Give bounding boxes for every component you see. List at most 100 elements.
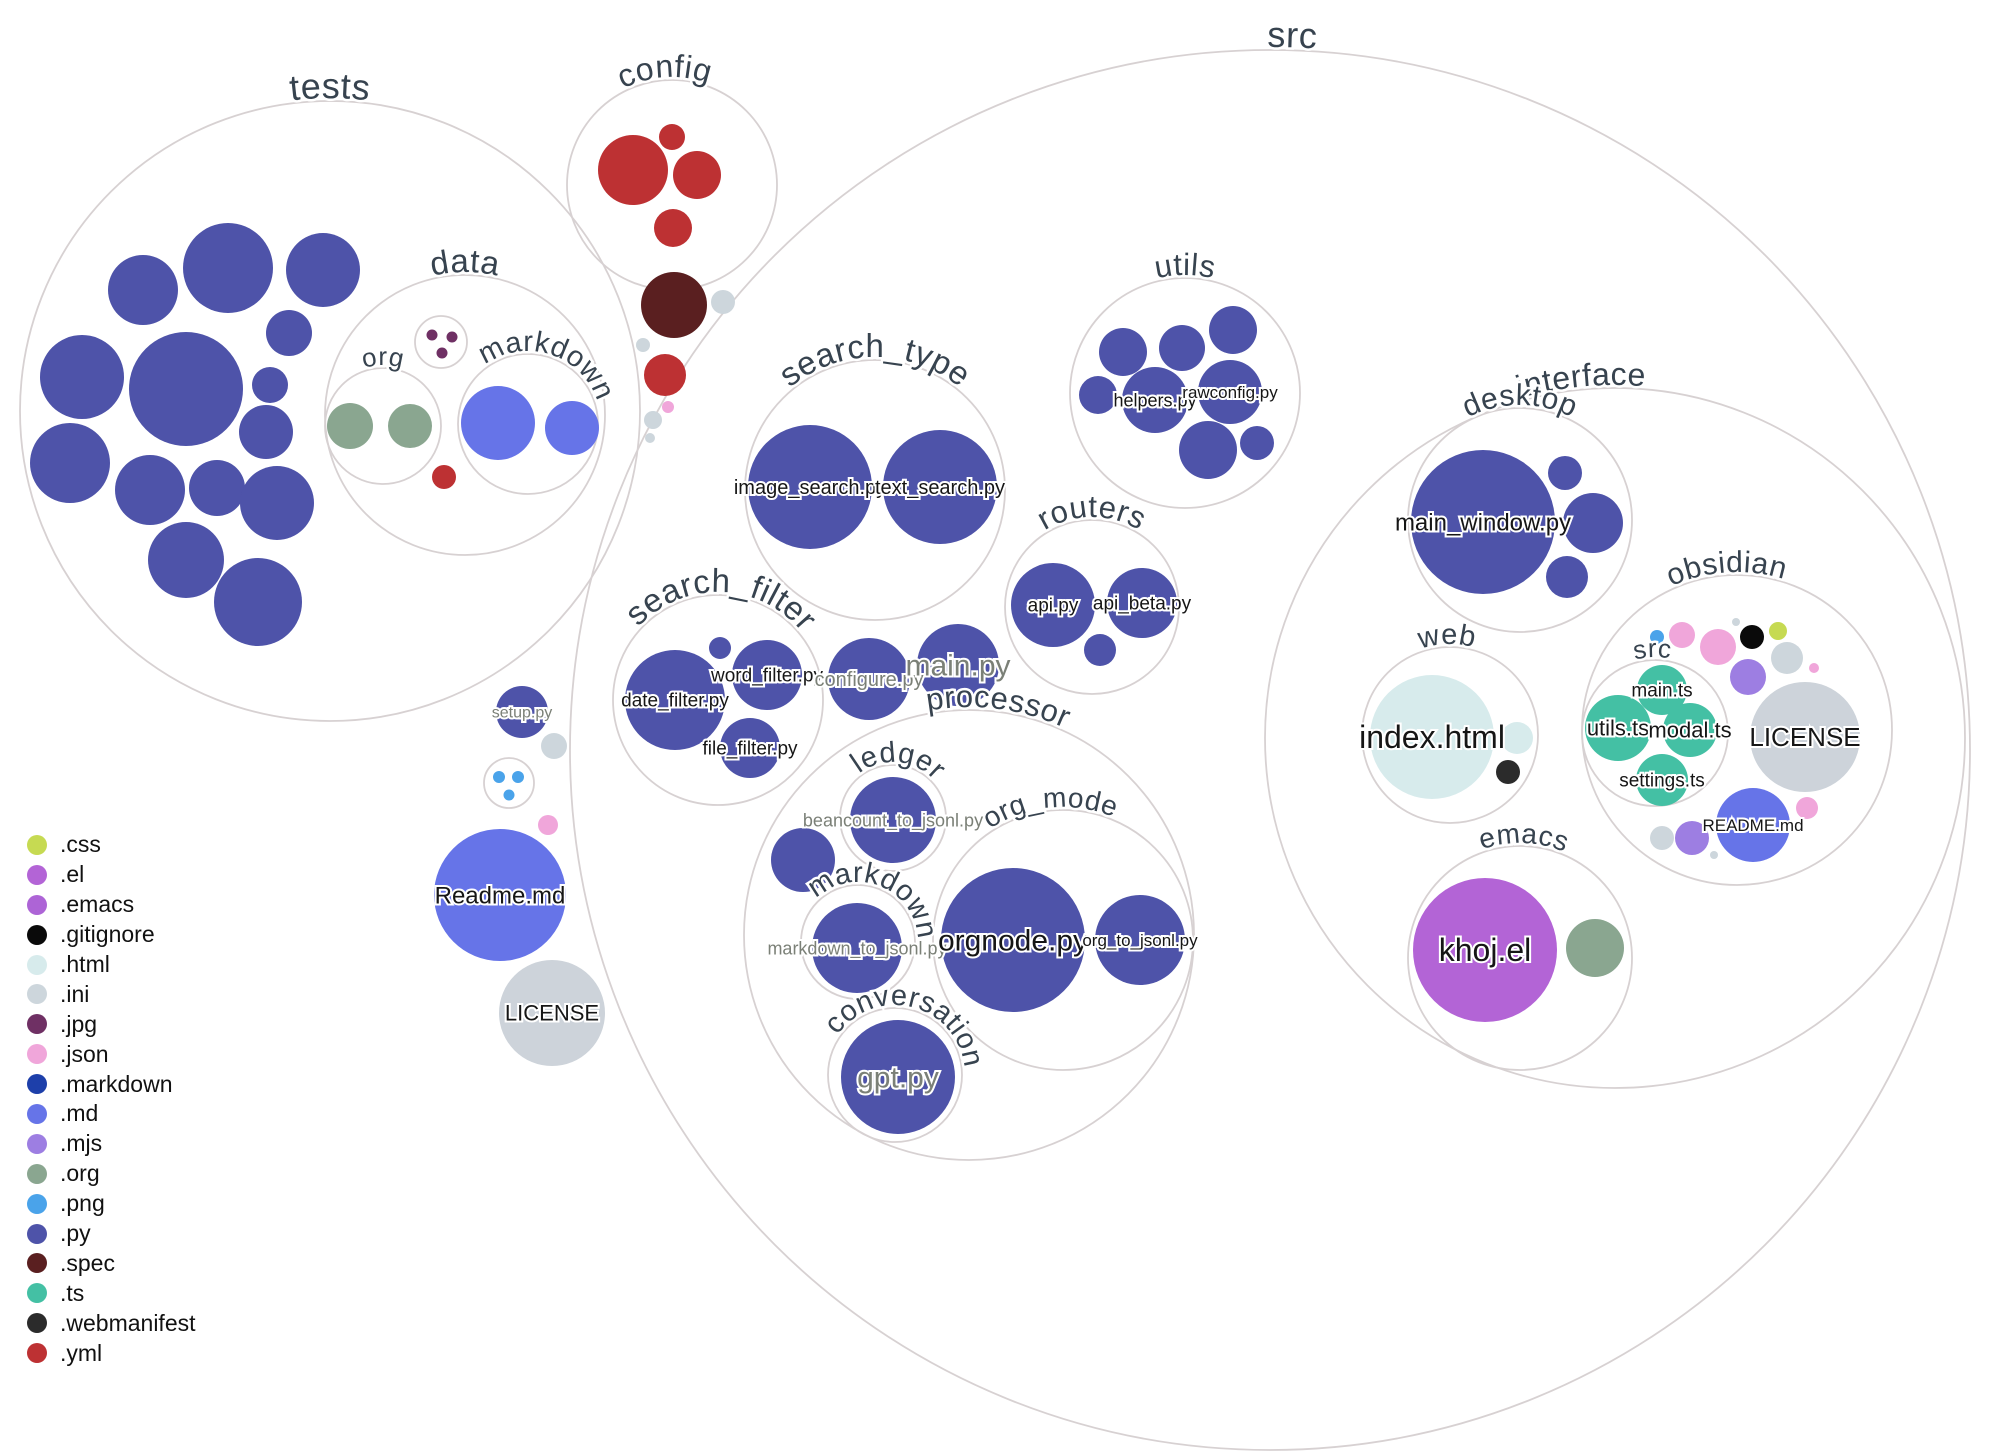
folder-tests-circle[interactable] — [19, 100, 641, 722]
file-LICENSE-circle[interactable] — [1750, 682, 1860, 792]
py-file-circle[interactable] — [1079, 376, 1117, 414]
py-file-circle[interactable] — [1240, 426, 1274, 460]
file-configure.py-circle[interactable] — [828, 638, 910, 720]
jpg-file-circle[interactable] — [436, 347, 448, 359]
py-file-circle[interactable] — [240, 466, 314, 540]
org-file-circle[interactable] — [327, 403, 373, 449]
file-utils.ts-circle[interactable] — [1585, 695, 1651, 761]
py-file-circle[interactable] — [709, 637, 731, 659]
file-rawconfig.py-circle[interactable] — [1198, 360, 1262, 424]
png-file-circle[interactable] — [503, 789, 515, 801]
ini-file-circle[interactable] — [711, 290, 735, 314]
spec-file-circle[interactable] — [641, 272, 707, 338]
ini-file-circle[interactable] — [1650, 826, 1674, 850]
file-README.md-circle[interactable] — [1716, 788, 1790, 862]
json-file-circle[interactable] — [1700, 629, 1736, 665]
file-main_window.py-circle[interactable] — [1411, 450, 1555, 594]
py-file-circle[interactable] — [108, 255, 178, 325]
ini-file-circle[interactable] — [1771, 642, 1803, 674]
yml-file-circle[interactable] — [432, 465, 456, 489]
ini-file-circle[interactable] — [636, 338, 650, 352]
jpg-file-circle[interactable] — [426, 329, 438, 341]
file-file_filter.py-circle[interactable] — [720, 718, 780, 778]
yml-file-circle[interactable] — [644, 354, 686, 396]
folder-root-images-circle[interactable] — [483, 757, 535, 809]
folder-search_filter-circle[interactable] — [612, 594, 824, 806]
webmanifest-file-circle[interactable] — [1496, 760, 1520, 784]
md-file-circle[interactable] — [461, 386, 535, 460]
folder-data-images-circle[interactable] — [414, 315, 468, 369]
ini-file-circle[interactable] — [644, 411, 662, 429]
file-text_search.py-circle[interactable] — [883, 430, 997, 544]
folder-desktop-circle[interactable] — [1407, 407, 1633, 633]
py-file-circle[interactable] — [1209, 306, 1257, 354]
json-file-circle[interactable] — [538, 815, 558, 835]
py-file-circle[interactable] — [1563, 493, 1623, 553]
folder-ledger-circle[interactable] — [839, 764, 947, 872]
folder-proc-markdown-circle[interactable] — [800, 884, 916, 1000]
ini-file-circle[interactable] — [1710, 851, 1718, 859]
folder-org_mode-circle[interactable] — [932, 809, 1194, 1071]
json-file-circle[interactable] — [1809, 663, 1819, 673]
org-file-circle[interactable] — [1566, 919, 1624, 977]
file-modal.ts-circle[interactable] — [1663, 703, 1717, 757]
png-file-circle[interactable] — [1650, 630, 1664, 644]
file-Readme.md-circle[interactable] — [434, 829, 566, 961]
folder-conversation-circle[interactable] — [827, 1007, 963, 1143]
folder-data-org-circle[interactable] — [324, 367, 442, 485]
png-file-circle[interactable] — [512, 771, 524, 783]
folder-data-circle[interactable] — [324, 274, 606, 556]
file-setup.py-circle[interactable] — [496, 686, 548, 738]
ini-file-circle[interactable] — [645, 433, 655, 443]
file-api.py-circle[interactable] — [1011, 563, 1095, 647]
file-beancount_to_jsonl.py-circle[interactable] — [850, 777, 936, 863]
file-main.py-circle[interactable] — [917, 624, 999, 706]
py-file-circle[interactable] — [214, 558, 302, 646]
json-file-circle[interactable] — [662, 401, 674, 413]
folder-obsidian-src-circle[interactable] — [1581, 659, 1729, 807]
py-file-circle[interactable] — [183, 223, 273, 313]
file-khoj.el-circle[interactable] — [1413, 878, 1557, 1022]
yml-file-circle[interactable] — [659, 124, 685, 150]
py-file-circle[interactable] — [1099, 328, 1147, 376]
mjs-file-circle[interactable] — [1675, 821, 1709, 855]
file-gpt.py-circle[interactable] — [841, 1020, 955, 1134]
yml-file-circle[interactable] — [654, 209, 692, 247]
py-file-circle[interactable] — [30, 423, 110, 503]
file-orgnode.py-circle[interactable] — [941, 868, 1085, 1012]
yml-file-circle[interactable] — [598, 135, 668, 205]
yml-file-circle[interactable] — [673, 151, 721, 199]
file-org_to_jsonl.py-circle[interactable] — [1095, 895, 1185, 985]
file-index.html-circle[interactable] — [1370, 675, 1494, 799]
jpg-file-circle[interactable] — [446, 331, 458, 343]
py-file-circle[interactable] — [1179, 421, 1237, 479]
py-file-circle[interactable] — [266, 310, 312, 356]
ini-file-circle[interactable] — [541, 733, 567, 759]
folder-config-circle[interactable] — [566, 79, 778, 291]
file-markdown_to_jsonl.py-circle[interactable] — [812, 903, 902, 993]
file-main.ts-circle[interactable] — [1637, 665, 1687, 715]
md-file-circle[interactable] — [545, 401, 599, 455]
py-file-circle[interactable] — [129, 332, 243, 446]
folder-processor-circle[interactable] — [743, 709, 1195, 1161]
html-file-circle[interactable] — [1501, 722, 1533, 754]
py-file-circle[interactable] — [40, 335, 124, 419]
py-file-circle[interactable] — [1546, 556, 1588, 598]
json-file-circle[interactable] — [1796, 797, 1818, 819]
org-file-circle[interactable] — [388, 404, 432, 448]
folder-search_type-circle[interactable] — [744, 359, 1006, 621]
py-file-circle[interactable] — [239, 405, 293, 459]
folder-web-circle[interactable] — [1361, 646, 1539, 824]
gitignore-file-circle[interactable] — [1740, 625, 1764, 649]
file-image_search.py-circle[interactable] — [748, 425, 872, 549]
folder-src-circle[interactable] — [569, 49, 1971, 1451]
py-file-circle[interactable] — [1084, 634, 1116, 666]
py-file-circle[interactable] — [148, 522, 224, 598]
mjs-file-circle[interactable] — [1730, 659, 1766, 695]
py-file-circle[interactable] — [252, 367, 288, 403]
file-api_beta.py-circle[interactable] — [1107, 568, 1177, 638]
folder-emacs-circle[interactable] — [1407, 845, 1633, 1071]
py-file-circle[interactable] — [1159, 325, 1205, 371]
file-helpers.py-circle[interactable] — [1122, 367, 1188, 433]
folder-utils-circle[interactable] — [1069, 277, 1301, 509]
